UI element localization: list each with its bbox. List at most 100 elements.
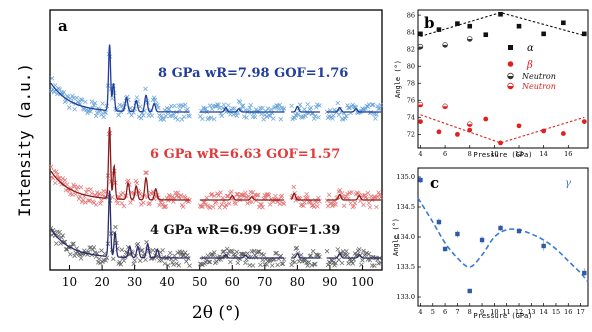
observed-point: [304, 191, 309, 197]
observed-point: [211, 250, 217, 255]
legend-beta: β: [526, 60, 533, 71]
gamma-point: [455, 231, 460, 237]
observed-point: [373, 116, 378, 121]
observed-point: [131, 261, 136, 267]
beta-neutron-point-fill: [467, 124, 473, 127]
observed-point: [255, 249, 261, 254]
observed-point: [127, 109, 132, 115]
observed-point: [279, 261, 285, 266]
observed-point: [84, 190, 89, 195]
observed-point: [61, 89, 67, 95]
observed-point: [143, 257, 148, 263]
panel-c: c 4 5 6 7 8 9 10 11 12 13 14 15 16 17 133.0 133.5 134.0 1…: [392, 167, 589, 320]
legend-neutron-black-fill: [507, 76, 514, 79]
observed-point: [94, 190, 100, 195]
observed-point: [160, 201, 165, 207]
observed-point: [346, 105, 351, 111]
beta-point: [560, 131, 566, 136]
alpha-point: [436, 27, 442, 32]
observed-point: [86, 198, 91, 204]
observed-point: [240, 103, 246, 108]
observed-point: [210, 252, 216, 258]
observed-point: [255, 192, 261, 198]
observed-point: [343, 116, 348, 121]
x-tick-label-50: 50: [192, 275, 207, 289]
observed-point: [377, 192, 382, 197]
series-label-4gpa: 4 GPa wR=6.99 GOF=1.39: [150, 223, 340, 238]
beta-point: [467, 127, 473, 133]
observed-point: [93, 113, 99, 119]
observed-point: [291, 184, 297, 190]
observed-point: [54, 169, 59, 175]
observed-point: [374, 112, 379, 117]
observed-point: [161, 117, 167, 122]
c-y-tick-label-133: 133.0: [396, 293, 415, 301]
observed-point: [314, 104, 319, 110]
observed-point: [74, 95, 80, 101]
observed-point: [115, 200, 120, 206]
observed-point: [273, 193, 278, 199]
c-y-tick-label-134.5: 134.5: [396, 203, 415, 211]
fit-line: [50, 127, 381, 201]
observed-point: [311, 116, 317, 122]
observed-point: [152, 97, 158, 103]
observed-point: [264, 262, 270, 267]
observed-point: [129, 113, 134, 118]
observed-point: [268, 107, 274, 112]
observed-point: [78, 256, 84, 261]
observed-point: [377, 106, 382, 111]
observed-point: [162, 261, 168, 266]
x-tick-label-40: 40: [160, 275, 175, 289]
panel-a-y-label: Intensity (a.u.): [15, 63, 34, 217]
observed-point: [109, 96, 115, 101]
observed-point: [94, 110, 100, 116]
legend-beta-marker: [507, 61, 514, 67]
observed-point: [350, 261, 356, 266]
observed-point: [143, 86, 148, 92]
gamma-point: [436, 219, 442, 225]
observed-point: [118, 262, 124, 267]
observed-point: [297, 102, 303, 107]
observed-point: [135, 241, 141, 247]
beta-neutron-point-fill: [442, 106, 448, 109]
observed-point: [72, 253, 77, 259]
series-0: [48, 44, 384, 122]
observed-point: [100, 101, 105, 106]
observed-point: [376, 106, 381, 112]
observed-point: [206, 259, 212, 265]
beta-neutron-point-fill: [418, 104, 423, 107]
observed-point: [236, 194, 242, 200]
c-x-tick-label-9: 9: [480, 308, 484, 316]
beta-point: [418, 119, 423, 124]
gamma-point: [467, 288, 472, 294]
observed-point: [78, 97, 84, 102]
c-x-tick-label-4: 4: [418, 308, 422, 316]
observed-point: [48, 164, 54, 170]
observed-point: [369, 102, 375, 108]
observed-point: [231, 112, 236, 117]
observed-point: [352, 200, 358, 206]
panel-a-frame: [49, 9, 383, 271]
observed-point: [309, 203, 315, 209]
alpha-point: [418, 31, 423, 37]
alpha-neutron-point-fill: [442, 44, 448, 48]
observed-point: [361, 202, 366, 208]
observed-point: [329, 200, 334, 206]
observed-point: [158, 200, 163, 205]
observed-point: [116, 112, 121, 118]
alpha-point: [498, 11, 503, 17]
alpha-trend-line: [420, 11, 585, 37]
observed-point: [356, 246, 362, 252]
c-x-tick-label-11: 11: [503, 308, 511, 316]
observed-point: [101, 114, 106, 120]
observed-point: [180, 204, 186, 209]
observed-point: [305, 195, 310, 201]
observed-point: [83, 200, 88, 205]
alpha-point: [483, 32, 489, 38]
observed-point: [232, 106, 237, 111]
observed-point: [113, 224, 118, 230]
observed-point: [143, 170, 148, 175]
panel-b: b 4 6 8 10 12 14 16 72 74 76 78 80 82 84 86 α β Neutro…: [394, 9, 589, 159]
observed-point: [312, 113, 318, 119]
b-y-tick-label-72: 72: [407, 131, 415, 139]
